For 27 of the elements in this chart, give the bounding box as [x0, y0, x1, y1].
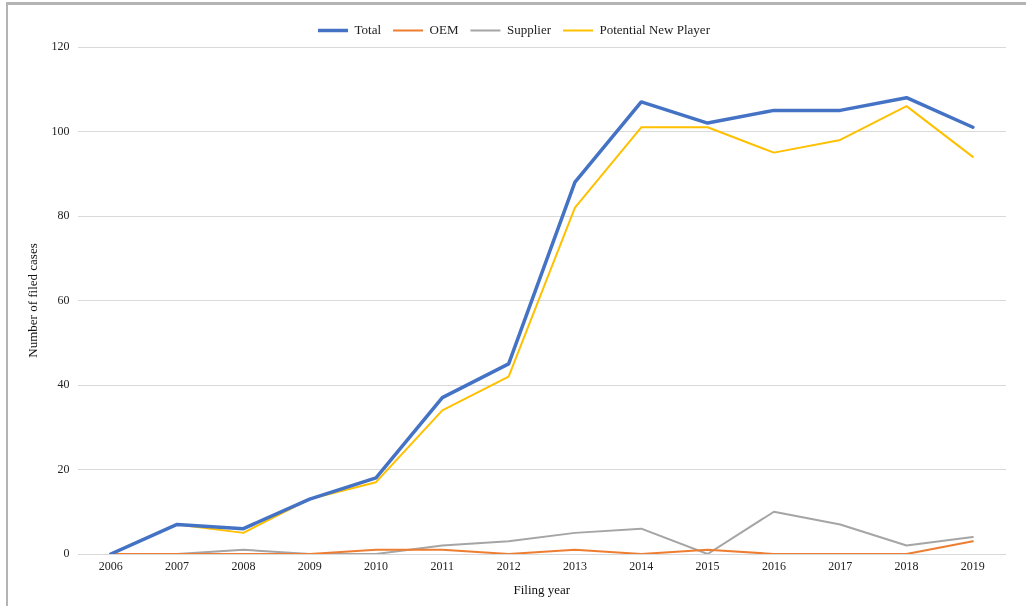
- x-tick-label: 2015: [695, 559, 720, 574]
- y-tick-label: 60: [57, 292, 70, 307]
- x-tick-label: 2013: [562, 559, 587, 574]
- x-tick-label: 2017: [828, 559, 853, 574]
- legend-label: Total: [354, 21, 382, 37]
- legend-label: Supplier: [506, 21, 552, 37]
- x-tick-label: 2010: [364, 559, 389, 574]
- y-axis-title: Number of filed cases: [25, 243, 41, 358]
- x-tick-label: 2006: [98, 559, 123, 574]
- x-tick-label: 2018: [894, 559, 919, 574]
- x-tick-label: 2009: [297, 559, 322, 574]
- x-tick-label: 2016: [761, 559, 786, 574]
- y-tick-label: 40: [57, 377, 70, 392]
- x-tick-label: 2011: [430, 559, 455, 574]
- x-tick-label: 2012: [496, 559, 521, 574]
- x-axis-title: Filing year: [513, 581, 571, 597]
- y-tick-label: 0: [63, 546, 70, 561]
- x-tick-label: 2014: [629, 559, 654, 574]
- x-tick-label: 2007: [165, 559, 190, 574]
- y-tick-label: 100: [51, 123, 70, 138]
- y-tick-label: 20: [57, 461, 70, 476]
- legend-label: Potential New Player: [599, 21, 711, 37]
- x-tick-label: 2008: [231, 559, 256, 574]
- y-tick-label: 120: [51, 39, 70, 54]
- x-tick-label: 2019: [960, 559, 985, 574]
- y-tick-label: 80: [57, 208, 70, 223]
- legend-label: OEM: [429, 21, 459, 37]
